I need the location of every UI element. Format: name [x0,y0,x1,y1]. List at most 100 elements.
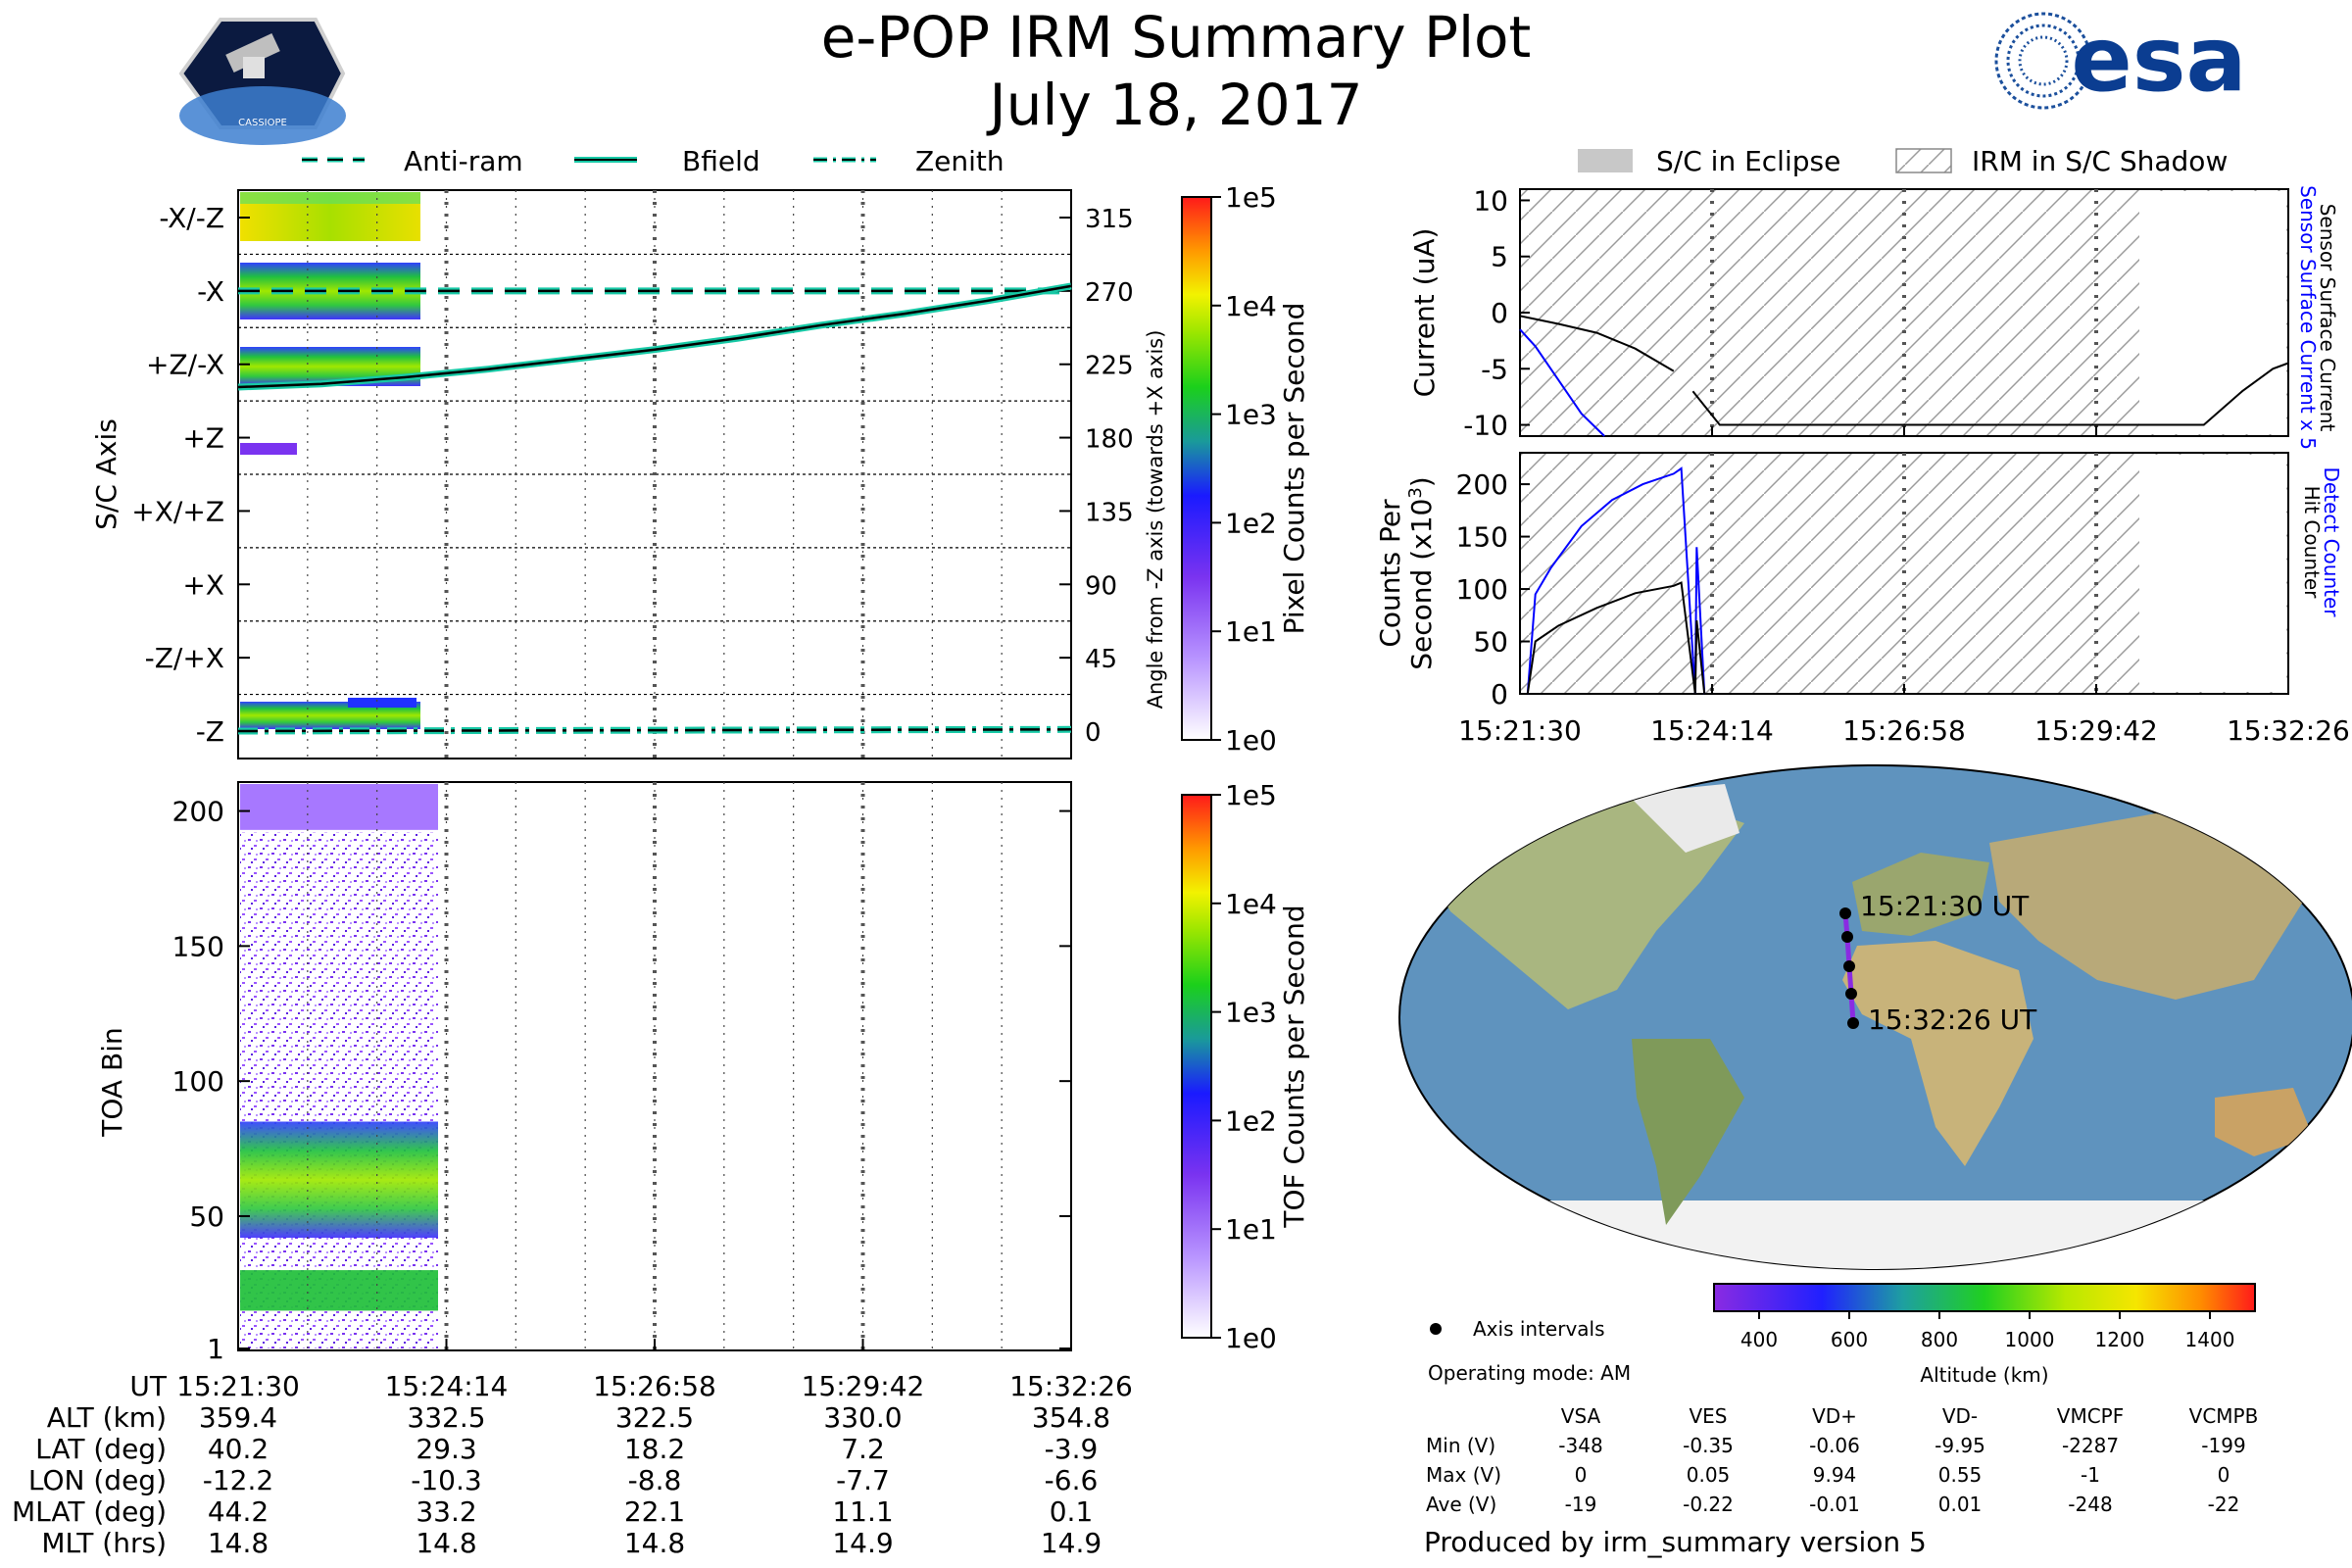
position-cell: 18.2 [624,1433,685,1465]
position-cell: 11.1 [832,1495,893,1528]
current-axis-label: Current (uA) [1408,228,1441,398]
axis-block-z [240,443,297,455]
position-row-label: MLAT (deg) [12,1495,167,1528]
colorbar-tick-label: 1e2 [1225,507,1277,539]
sensor-x5-label: Sensor Surface Current x 5 [2296,185,2320,450]
voltage-cell: -22 [2208,1493,2240,1516]
eclipse-swatch [1578,149,1633,172]
axis-category-label: -Z/+X [145,642,224,674]
toa-band [240,784,438,830]
voltage-row-label: Min (V) [1426,1434,1495,1457]
current-tick-label: 0 [1491,297,1508,329]
counts-series [1520,581,2288,695]
angle-tick-label: 180 [1085,425,1134,455]
sc-axis-panel: -X/-Z -X +Z/-X +Z +X/+Z +X -Z/+X -Z 315 270 225 180… [90,189,1167,760]
voltage-cell: -0.35 [1683,1434,1734,1457]
legend-eclipse: S/C in Eclipse [1656,145,1840,177]
toa-tick-label: 200 [172,796,224,828]
axis-block-x [240,263,420,319]
altitude-tick-label: 1200 [2095,1328,2145,1351]
axis-block-mz-top [348,698,416,708]
altitude-tick-label: 1400 [2185,1328,2235,1351]
esa-logo: esa [1994,7,2247,112]
legend-antiram: Anti-ram [404,145,523,177]
voltage-col-header: VD- [1942,1404,1978,1428]
position-cell: -7.7 [836,1464,890,1496]
counts-series [1520,466,2288,695]
position-row-label: LAT (deg) [35,1433,167,1465]
position-cell: 7.2 [841,1433,885,1465]
axis-interval-marker [1430,1323,1442,1335]
track-point [1847,1017,1859,1029]
axis-category-label: +Z/-X [146,349,224,381]
counts-clear-region [2139,455,2286,692]
world-map: 15:21:30 UT 15:32:26 UT [1398,764,2352,1270]
position-cell: 44.2 [208,1495,269,1528]
position-cell: 322.5 [615,1401,694,1434]
track-point [1841,931,1853,943]
toa-tick-label: 50 [189,1200,224,1233]
voltage-col-header: VSA [1561,1404,1601,1428]
current-series [1691,362,2289,426]
current-tick-label: -5 [1481,353,1508,385]
series-bfield [237,284,1072,389]
voltage-cell: -2287 [2062,1434,2119,1457]
colorbar-tick-label: 1e4 [1225,888,1277,920]
position-row-label: LON (deg) [28,1464,167,1496]
time-tick-label: 15:32:26 [1009,1370,1133,1402]
voltage-cell: -0.06 [1809,1434,1860,1457]
track-start-label: 15:21:30 UT [1860,890,2030,922]
voltage-cell: -9.95 [1935,1434,1985,1457]
position-cell: 0.1 [1050,1495,1094,1528]
altitude-colorbar: 400 600 800 1000 1200 1400 Altitude (km) [1713,1283,2256,1387]
position-cell: -12.2 [203,1464,273,1496]
voltage-row-label: Max (V) [1426,1463,1501,1487]
legend-shadow: IRM in S/C Shadow [1972,145,2228,177]
footer-credit: Produced by irm_summary version 5 [1424,1526,1927,1558]
right-legend: S/C in Eclipse IRM in S/C Shadow [1578,145,2228,177]
toa-tick-label: 100 [172,1065,224,1098]
current-tick-label: 5 [1491,241,1508,273]
colorbar-tick-label: 1e0 [1225,724,1277,757]
position-cell: -10.3 [411,1464,481,1496]
position-cell: 33.2 [416,1495,476,1528]
hit-counter-label: Hit Counter [2300,486,2324,599]
asia [1989,813,2303,1000]
counts-tick-label: 50 [1473,626,1508,659]
angle-tick-label: 135 [1085,498,1134,527]
track-point [1839,907,1851,919]
position-cell: 14.9 [832,1527,893,1559]
voltage-col-header: VCMPB [2189,1404,2259,1428]
colorbar-tick-label: 1e3 [1225,997,1277,1029]
toa-speckle [240,832,438,1348]
angle-tick-label: 45 [1085,645,1117,674]
position-cell: 29.3 [416,1433,476,1465]
position-cell: 354.8 [1032,1401,1110,1434]
tof-colorbar: 1e5 1e4 1e3 1e2 1e1 1e0 TOF Counts per Second [1181,779,1310,1354]
top-legend: Anti-ram Bfield Zenith [302,145,1004,177]
position-cell: 14.8 [624,1527,685,1559]
position-cell: 332.5 [407,1401,485,1434]
antarctica [1399,1200,2352,1269]
axis-category-label: +X/+Z [131,495,224,527]
sensor-current-label: Sensor Surface Current [2316,204,2339,432]
europe [1852,853,1989,936]
voltage-col-header: VMCPF [2057,1404,2124,1428]
altitude-tick-label: 1000 [2005,1328,2055,1351]
altitude-tick-label: 400 [1740,1328,1778,1351]
axis-category-label: +Z [182,422,224,455]
counts-tick-label: 0 [1491,678,1508,710]
voltage-cell: -0.01 [1809,1493,1860,1516]
track-end-label: 15:32:26 UT [1868,1004,2037,1036]
voltage-col-header: VD+ [1812,1404,1857,1428]
time-tick-label: 15:21:30 [176,1370,300,1402]
position-cell: 359.4 [199,1401,277,1434]
colorbar-tick-label: 1e5 [1225,779,1277,811]
counts-tick-label: 100 [1456,573,1508,606]
angle-tick-label: 225 [1085,352,1134,381]
angle-tick-label: 90 [1085,571,1117,601]
ut-label: UT [129,1370,167,1402]
current-tick-label: -10 [1463,410,1508,442]
